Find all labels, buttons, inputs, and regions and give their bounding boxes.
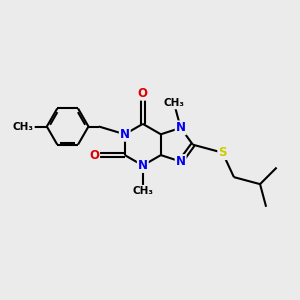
Text: O: O [138, 87, 148, 100]
Text: O: O [89, 148, 99, 162]
Text: N: N [120, 128, 130, 141]
Text: CH₃: CH₃ [164, 98, 184, 109]
Text: S: S [218, 146, 227, 159]
Text: N: N [176, 121, 186, 134]
Text: N: N [176, 155, 186, 168]
Text: CH₃: CH₃ [132, 186, 153, 196]
Text: N: N [138, 159, 148, 172]
Text: CH₃: CH₃ [13, 122, 34, 131]
